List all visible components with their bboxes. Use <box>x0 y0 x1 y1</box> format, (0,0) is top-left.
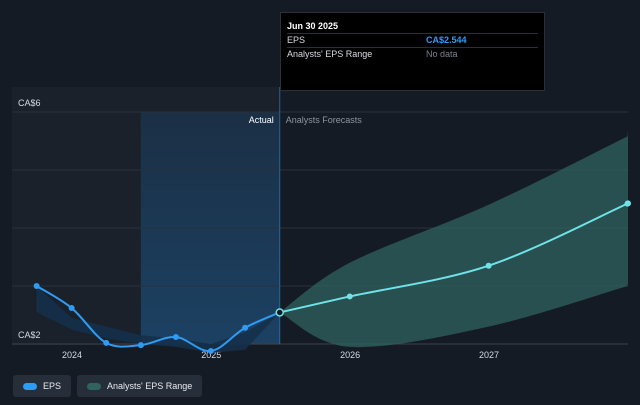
eps-point <box>137 342 144 349</box>
x-tick-label: 2025 <box>201 350 221 360</box>
tooltip-range-value: No data <box>426 49 458 59</box>
eps-line <box>36 285 281 352</box>
legend-range-label: Analysts' EPS Range <box>107 381 193 391</box>
highlighted-point <box>275 308 284 317</box>
eps-point <box>33 283 40 289</box>
legend-item-range[interactable]: Analysts' EPS Range <box>77 375 203 397</box>
forecast-end-point <box>625 200 631 207</box>
eps-point <box>172 334 179 341</box>
eps-point <box>242 324 249 331</box>
y-tick-label-bottom: CA$2 <box>18 330 41 340</box>
eps-point <box>68 305 75 312</box>
tooltip-eps-row: EPS CA$2.544 <box>287 33 538 47</box>
eps-chart: CA$6 CA$2 2024 2025 2026 2027 Actual Analysts F… <box>12 87 631 360</box>
y-tick-label-top: CA$6 <box>18 98 41 108</box>
forecast-point <box>485 262 492 269</box>
tooltip-range-label: Analysts' EPS Range <box>287 49 373 59</box>
eps-swatch-icon <box>23 382 37 390</box>
actual-range-shading <box>36 286 280 353</box>
forecast-label: Analysts Forecasts <box>286 115 363 125</box>
legend: EPS Analysts' EPS Range <box>13 375 203 397</box>
tooltip-range-row: Analysts' EPS Range No data <box>287 47 538 61</box>
forecast-line <box>279 202 629 314</box>
eps-point <box>207 347 214 354</box>
x-tick-label: 2024 <box>62 350 82 360</box>
chart-svg: CA$6 CA$2 2024 2025 2026 2027 Actual Analysts F… <box>12 87 631 360</box>
x-tick-label: 2026 <box>340 350 360 360</box>
range-swatch-icon <box>87 382 102 390</box>
eps-point <box>103 339 110 346</box>
legend-item-eps[interactable]: EPS <box>13 375 72 397</box>
tooltip-eps-value: CA$2.544 <box>426 35 467 45</box>
legend-eps-label: EPS <box>43 381 62 391</box>
forecast-point <box>346 293 353 300</box>
forecast-range-band <box>279 130 628 348</box>
x-tick-label: 2027 <box>479 350 499 360</box>
tooltip-eps-label: EPS <box>287 35 306 45</box>
tooltip-title: Jun 30 2025 <box>287 21 339 31</box>
actual-label: Actual <box>249 115 274 125</box>
tooltip: Jun 30 2025 EPS CA$2.544 Analysts' EPS R… <box>280 12 545 91</box>
